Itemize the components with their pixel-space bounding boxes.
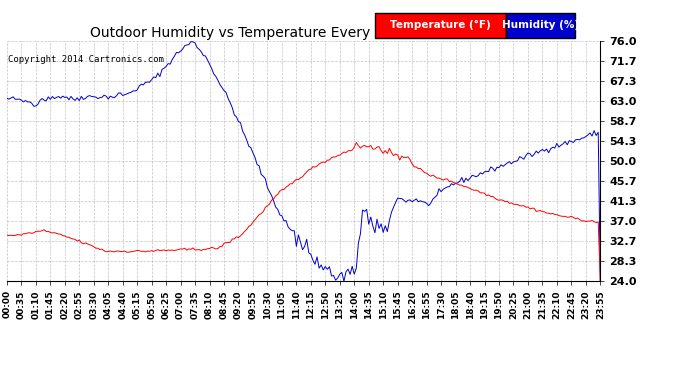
Text: Humidity (%): Humidity (%) (502, 20, 579, 30)
Text: Temperature (°F): Temperature (°F) (390, 20, 491, 30)
Text: Copyright 2014 Cartronics.com: Copyright 2014 Cartronics.com (8, 55, 164, 64)
Title: Outdoor Humidity vs Temperature Every 5 Minutes 20140405: Outdoor Humidity vs Temperature Every 5 … (90, 26, 517, 40)
